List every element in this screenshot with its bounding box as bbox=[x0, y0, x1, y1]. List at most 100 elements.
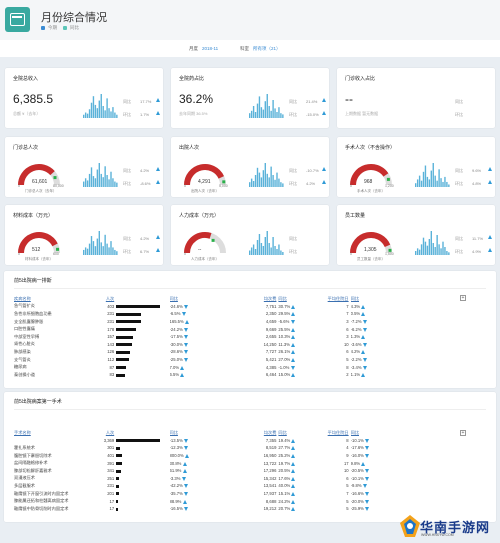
column-header[interactable]: 同比 bbox=[350, 429, 359, 435]
column-header[interactable]: 手术名称 bbox=[14, 429, 31, 435]
sparkline-bar bbox=[422, 237, 425, 255]
gauge-value: 1,305 bbox=[364, 247, 377, 253]
sparkline-bar bbox=[420, 244, 423, 255]
table-row[interactable]: 膝部切松解肝嘉雅术 341 61.9% 17,296 20.5% 10 -20.… bbox=[14, 467, 384, 475]
column-header[interactable]: 同比 bbox=[169, 295, 178, 301]
row-avg-yoy: 15.0% bbox=[278, 372, 291, 378]
sparkline-bar bbox=[92, 241, 95, 255]
yoy-label: 同比 bbox=[455, 99, 463, 104]
table-row[interactable]: 口腔性囊痛 178 -24.2% 9,669 25.5% 6 -6.2% bbox=[14, 325, 384, 333]
column-header[interactable]: 同比 bbox=[169, 429, 178, 435]
up-arrow-icon bbox=[184, 453, 189, 458]
sparkline-bar bbox=[448, 252, 450, 255]
row-days: 7 bbox=[346, 303, 349, 309]
gauge-min: 0 bbox=[184, 252, 186, 256]
row-name: 支全肌囊腺肿胀 bbox=[14, 318, 44, 324]
up-arrow-icon bbox=[291, 335, 296, 340]
sparkline-bar bbox=[98, 231, 100, 255]
sparkline-bar bbox=[266, 173, 268, 187]
column-header[interactable]: 人次 bbox=[105, 295, 115, 301]
up-arrow-icon bbox=[291, 491, 296, 496]
row-days-yoy: -17.6% bbox=[350, 445, 364, 451]
table-row[interactable]: 鞍鹰镜下开窗引流时内固定术 201 -35.7% 17,937 15.1% 7 … bbox=[14, 490, 384, 498]
sparkline-bar bbox=[114, 249, 116, 255]
expand-icon[interactable]: + bbox=[460, 430, 466, 436]
sparkline-bar bbox=[262, 246, 265, 255]
table-row[interactable]: 3,369 -13.5% 7,355 19.4% 8 -10.1% bbox=[14, 437, 384, 445]
row-count: 401 bbox=[107, 453, 115, 459]
sparkline-bars bbox=[415, 231, 450, 255]
kpi-title: 门诊总人次 bbox=[13, 145, 39, 151]
sparkline-bar bbox=[260, 107, 263, 118]
sparkline-bar bbox=[250, 247, 253, 255]
row-yoy: -24.2% bbox=[169, 326, 183, 332]
table-row[interactable]: 急性非所细胞血功患 231 -6.5% 2,350 29.5% 7 0.5% bbox=[14, 310, 384, 318]
up-arrow-icon bbox=[322, 98, 326, 102]
kpi-title: 员工数量 bbox=[345, 213, 366, 219]
column-header[interactable]: 平均住院日 bbox=[327, 295, 349, 301]
table-row[interactable]: 肾性心脏炎 143 -30.0% 14,250 11.3% 10 -3.6% bbox=[14, 341, 384, 349]
yoy-comparison: 同比 4.2% bbox=[123, 167, 165, 174]
table-row[interactable]: 盆间隔融格修补术 391 30.8% 13,722 19.7% 17 9.8% bbox=[14, 459, 384, 467]
column-header[interactable]: 人次 bbox=[105, 429, 115, 435]
sparkline-bar bbox=[416, 179, 419, 187]
month-filter-value[interactable]: 2018-11 bbox=[202, 46, 219, 51]
row-count: 87 bbox=[109, 364, 115, 370]
table-row[interactable]: 支气管炎 112 -25.0% 5,421 27.0% 5 -2.2% bbox=[14, 356, 384, 364]
sparkline-bar bbox=[436, 180, 438, 187]
up-arrow-icon bbox=[488, 235, 492, 239]
kpi-title: 材料成本（万元） bbox=[13, 213, 54, 219]
kpi-card: 材料成本（万元） 512 0 600 材料成本（去年） 同比 4.2% 环比 6.7% bbox=[5, 205, 163, 265]
column-header[interactable]: 同比 bbox=[278, 295, 287, 301]
mom-value: 4.8% bbox=[472, 181, 482, 186]
sparkline-bar bbox=[415, 251, 417, 255]
count-bar bbox=[116, 305, 161, 309]
table-row[interactable]: 支全肌囊腺肿胀 231 165.5% 4,659 -5.6% 3 -7.2% bbox=[14, 318, 384, 326]
dept-filter-value[interactable]: 所有项（21） bbox=[253, 46, 281, 51]
row-count: 17 bbox=[109, 506, 115, 512]
column-header[interactable]: 平均住院日 bbox=[327, 429, 349, 435]
table-row[interactable]: 双漫液压术 251 -3.3% 15,342 17.6% 6 -10.1% bbox=[14, 475, 384, 483]
row-avg-yoy: 11.3% bbox=[278, 341, 290, 347]
column-header[interactable]: 同比 bbox=[278, 429, 287, 435]
up-arrow-icon bbox=[184, 319, 189, 324]
column-header[interactable]: 疾病名称 bbox=[14, 295, 31, 301]
month-filter-label: 月度 bbox=[189, 46, 198, 51]
sparkline-bar bbox=[440, 248, 442, 255]
sparkline-bar bbox=[252, 181, 255, 187]
row-avg-yoy: 19.4% bbox=[278, 437, 291, 443]
expand-icon[interactable]: + bbox=[460, 295, 466, 301]
table-row[interactable]: 藿扎系统术 301 -12.3% 8,519 27.7% 4 -17.6% bbox=[14, 444, 384, 452]
table-row[interactable]: 中部室性早搏 157 -17.5% 2,655 10.3% 3 1.3% bbox=[14, 333, 384, 341]
table-row[interactable]: 泰创操小道 83 6.5% 6,464 15.0% 2 1.1% bbox=[14, 371, 384, 379]
yoy-value: 4.2% bbox=[140, 168, 150, 173]
sparkline-bar bbox=[428, 239, 431, 255]
row-yoy: -28.6% bbox=[169, 349, 183, 355]
up-arrow-icon bbox=[291, 357, 296, 362]
table-row[interactable]: 急气管扩炎 403 -24.6% 7,751 30.7% 7 4.3% bbox=[14, 303, 384, 311]
down-arrow-icon bbox=[183, 304, 188, 309]
sparkline-bar bbox=[104, 110, 106, 118]
kpi-value: -- bbox=[345, 92, 353, 106]
mom-label: 环比 bbox=[455, 249, 463, 254]
sparkline-bar bbox=[104, 234, 106, 255]
sparkline-bar bbox=[258, 234, 261, 255]
sparkline-bar bbox=[100, 94, 102, 118]
table-row[interactable]: 膝能属还拓和柱髓离病固定术 17 88.9% 8,688 24.2% 5 -20… bbox=[14, 497, 384, 505]
row-yoy: 7.0% bbox=[169, 364, 180, 370]
table-row[interactable]: 鞍鹰镜中防骨切削时内固定术 17 -16.5% 19,212 20.7% 5 -… bbox=[14, 505, 384, 513]
row-days-yoy: -9.8% bbox=[350, 483, 362, 489]
table-row[interactable]: 多层截服术 231 -42.2% 13,541 40.0% 5 -9.8% bbox=[14, 482, 384, 490]
sparkline-bar bbox=[110, 241, 112, 255]
mom-label: 环比 bbox=[455, 181, 463, 186]
top-diseases-title: 前5出院病一排斯 bbox=[14, 278, 52, 284]
column-header[interactable]: 均次费 bbox=[263, 429, 277, 435]
column-header[interactable]: 均次费 bbox=[263, 295, 277, 301]
column-header[interactable]: 同比 bbox=[350, 295, 359, 301]
table-row[interactable]: 糖尿病 87 7.0% 4,385 -1.0% 8 -3.4% bbox=[14, 363, 384, 371]
row-name bbox=[14, 437, 92, 445]
watermark-url: WWW.HNSYW.COM bbox=[421, 533, 454, 537]
table-row[interactable]: 腹腔镜下寨胆切除术 401 800.0% 16,950 25.2% 9 -16.… bbox=[14, 452, 384, 460]
table-row[interactable]: 肺部感染 126 -28.6% 7,727 26.1% 6 4.2% bbox=[14, 348, 384, 356]
gauge-chart bbox=[18, 232, 60, 254]
